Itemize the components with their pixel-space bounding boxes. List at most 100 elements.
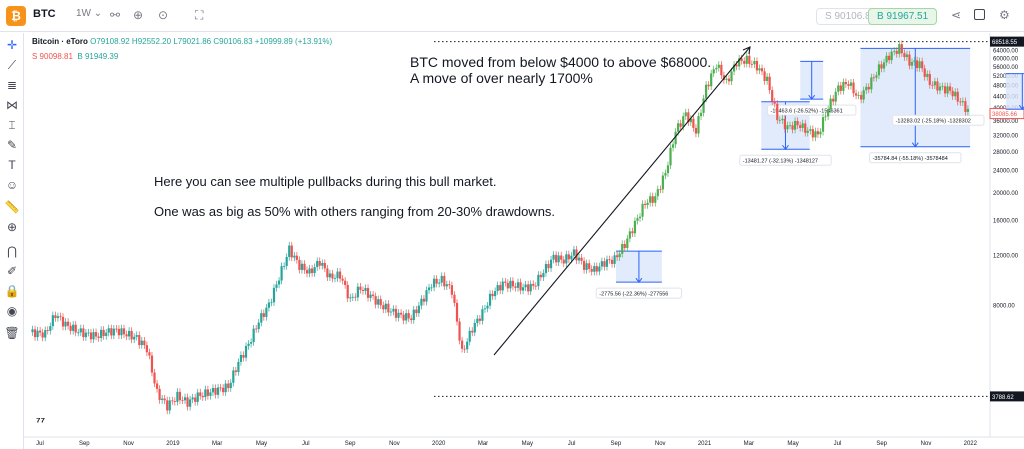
add-compare-icon[interactable]: ⊕ [133, 8, 144, 22]
candle-body [506, 282, 509, 289]
candle-body [171, 400, 174, 402]
candle-body [44, 330, 47, 338]
price-chart[interactable]: 8000.00 12000.00 16000.00 20000.00 24000.00 2… [24, 33, 1024, 449]
candle-body [725, 78, 728, 80]
candle-body [483, 308, 487, 310]
x-tick-label: Jul [36, 441, 44, 447]
x-tick-label: May [256, 441, 267, 447]
candle-body [283, 265, 286, 267]
candle-body [280, 266, 283, 281]
candle-body [94, 332, 98, 337]
prediction-icon[interactable]: ⌶ [8, 118, 16, 132]
buy-price-button[interactable]: B 91967.51 [868, 8, 938, 25]
templates-icon[interactable]: ⛶ [195, 8, 204, 22]
x-tick-label: May [787, 441, 798, 447]
zoom-in-icon[interactable]: ⊕ [6, 220, 18, 234]
symbol-label[interactable]: BTC [33, 8, 56, 20]
pattern-icon[interactable]: ⋈ [6, 98, 18, 112]
emoji-icon[interactable]: ☺ [5, 178, 19, 192]
ruler-icon[interactable]: 📏 [4, 200, 20, 214]
candle-body [636, 218, 639, 221]
legend-high: H92552.20 [131, 37, 172, 46]
x-tick-label: Mar [212, 441, 222, 447]
candle-body [349, 297, 352, 299]
text-tool-icon[interactable]: T [8, 158, 16, 172]
lock-icon[interactable]: 🔒 [4, 284, 20, 298]
candle-body [491, 293, 494, 297]
fullscreen-icon[interactable] [974, 9, 985, 20]
candle-body [272, 287, 276, 303]
trash-icon[interactable]: 🗑 [4, 326, 20, 340]
fib-retracement-icon[interactable]: ≣ [6, 78, 18, 92]
settings-gear-icon[interactable]: ⚙ [999, 8, 1010, 22]
candle-body [771, 90, 774, 102]
candle-body [87, 332, 90, 334]
share-icon[interactable]: ⋖ [951, 8, 962, 22]
trendline-icon[interactable]: ⟋ [7, 58, 17, 72]
candle-body [336, 271, 339, 279]
candle-body [727, 78, 731, 82]
candle-body [100, 329, 103, 338]
candle-body [966, 108, 970, 112]
candle-body [684, 112, 687, 117]
candle-body [54, 315, 57, 319]
candle-body [654, 196, 657, 203]
candle-body [588, 263, 591, 269]
candle-body [590, 268, 593, 272]
brush-icon[interactable]: ✎ [6, 138, 18, 152]
candle-body [860, 95, 863, 100]
candle-body [105, 332, 108, 337]
candle-body [555, 254, 558, 263]
candle-body [237, 361, 240, 373]
candle-body [331, 273, 334, 279]
drawdown-label: -2775.56 (-22.36%) -277556 [599, 292, 668, 298]
candle-body [82, 328, 85, 338]
candle-body [216, 387, 220, 395]
candle-body [372, 294, 375, 297]
candle-body [951, 90, 954, 97]
candle-body [143, 340, 146, 346]
candle-body [628, 231, 631, 239]
candle-body [361, 289, 365, 291]
candle-body [359, 286, 362, 290]
candle-body [544, 263, 548, 273]
candle-body [699, 112, 703, 117]
candle-body [140, 340, 143, 346]
candle-body [799, 125, 802, 128]
candle-body [194, 397, 197, 402]
interval-selector[interactable]: 1W ⌄ [76, 8, 103, 19]
candle-body [598, 266, 601, 272]
candle-body [219, 387, 222, 389]
alert-icon[interactable]: ⊙ [158, 8, 169, 22]
candle-body [89, 332, 93, 340]
stay-in-drawing-icon[interactable]: ✐ [6, 264, 18, 278]
candle-body [364, 287, 367, 291]
candle-body [946, 86, 949, 94]
candle-body [163, 398, 166, 401]
candle-body [824, 116, 827, 118]
candle-body [608, 259, 611, 261]
candle-body [755, 60, 759, 71]
candle-body [613, 255, 616, 264]
candle-body [560, 255, 563, 260]
candle-body [265, 307, 268, 317]
chart-area[interactable]: 8000.00 12000.00 16000.00 20000.00 24000.00 2… [24, 33, 1024, 449]
candle-body [377, 299, 380, 305]
magnet-icon[interactable]: ⋂ [7, 244, 17, 258]
candle-body [669, 147, 672, 166]
candle-body [796, 120, 799, 126]
candle-body [397, 312, 400, 318]
candle-body [450, 285, 454, 295]
candle-body [961, 101, 964, 103]
candle-body [145, 345, 148, 353]
annotation-btc-move-line2: A move of over nearly 1700% [410, 70, 593, 86]
y-tick-label: 12000.00 [993, 254, 1019, 260]
candle-body [778, 120, 781, 121]
indicators-icon[interactable]: ⚯ [110, 8, 121, 22]
candle-body [102, 329, 105, 337]
crosshair-icon[interactable]: ✛ [6, 38, 18, 52]
candle-body [593, 266, 596, 272]
candle-body [471, 330, 474, 333]
visibility-eye-icon[interactable]: ◉ [6, 304, 18, 318]
drawdown-label: -35784.84 (-55.18%) -3578484 [873, 156, 948, 162]
